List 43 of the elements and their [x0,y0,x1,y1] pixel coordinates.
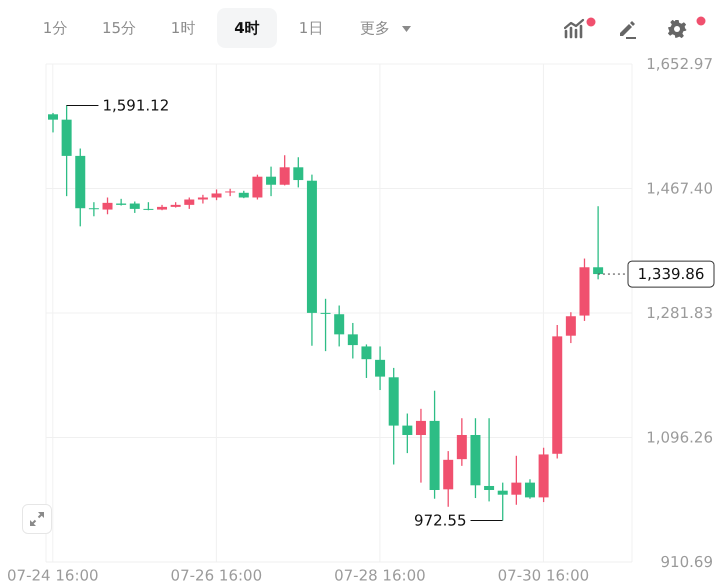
candlestick [320,298,331,352]
candlestick [524,478,535,500]
candlestick [402,412,412,454]
annotation: 972.55 [414,512,467,530]
text: 更多 [360,18,390,38]
candlestick [130,200,140,214]
x-tick-label: 07-26 16:00 [170,566,262,585]
candlestick [334,304,344,348]
y-tick-label: 1,467.40 [646,180,713,198]
text: 4时 [234,18,260,38]
candlestick [143,202,154,211]
candlestick [361,344,372,379]
candlestick [348,322,358,360]
candlestick [511,455,522,506]
text: 1分 [42,18,68,38]
y-tick-label: 1,096.26 [646,428,713,446]
y-tick-label: 1,281.83 [646,304,713,322]
candlestick [484,418,494,502]
annotation: 1,591.12 [102,96,170,114]
candlestick [225,188,236,197]
candlestick [293,156,304,188]
candlestick [280,154,290,186]
candlestick [498,482,508,522]
candlestick [184,196,194,210]
x-tick-label: 07-24 16:00 [7,566,99,585]
candlestick [416,408,426,484]
candlestick [266,166,276,197]
y-tick-label: 1,652.97 [646,55,713,73]
x-tick-label: 07-30 16:00 [498,566,590,585]
candlestick [48,112,58,134]
candlestick [102,196,113,215]
candlestick [593,206,604,280]
candlestick [88,202,99,217]
text: 1日 [298,18,324,38]
candlestick [212,188,222,201]
candlestick [375,346,386,391]
candlestick [252,174,262,200]
candlestick [566,312,576,344]
text: 15分 [102,18,136,38]
text: 1时 [170,18,196,38]
y-tick-label: 910.69 [660,553,713,571]
x-tick-label: 07-28 16:00 [334,566,426,585]
ref-line-label: 1,339.86 [638,265,704,284]
